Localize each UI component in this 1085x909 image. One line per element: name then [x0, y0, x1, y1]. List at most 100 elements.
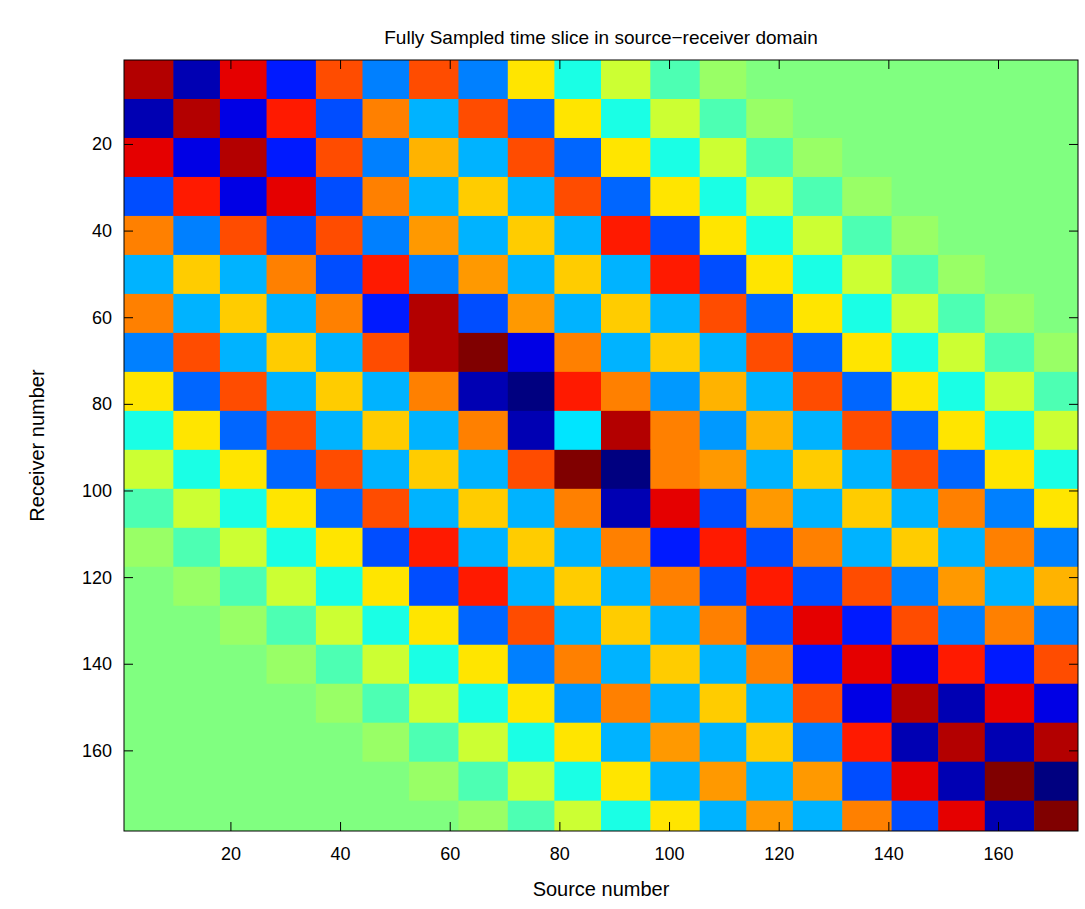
heatmap-cell [220, 372, 267, 412]
heatmap-cell [363, 528, 410, 568]
heatmap-cell [173, 567, 220, 607]
heatmap-cell [267, 216, 317, 256]
heatmap-cell [1034, 567, 1078, 607]
heatmap-cell [316, 255, 363, 295]
heatmap-cell [1034, 60, 1078, 100]
heatmap-cell [508, 99, 555, 139]
heatmap-cell [173, 294, 220, 334]
heatmap-cell [650, 801, 700, 831]
heatmap-cell [220, 801, 267, 831]
heatmap-cell [554, 99, 601, 139]
heatmap-cell [220, 333, 267, 373]
heatmap-cell [508, 450, 555, 490]
heatmap-cell [220, 99, 267, 139]
x-tick-label: 140 [874, 844, 904, 864]
heatmap-cell [554, 372, 601, 412]
x-tick-top [340, 60, 341, 69]
heatmap-cell [650, 99, 700, 139]
heatmap-cell [363, 606, 410, 646]
heatmap-cell [746, 138, 793, 178]
heatmap-cell [508, 723, 555, 763]
heatmap-cell [601, 60, 651, 100]
heatmap-cell [409, 801, 459, 831]
heatmap-cell [554, 450, 601, 490]
heatmap-cell [746, 255, 793, 295]
heatmap-cell [409, 99, 459, 139]
heatmap-cell [985, 138, 1035, 178]
heatmap-cell [458, 684, 508, 724]
x-tick-label: 80 [550, 844, 570, 864]
heatmap-cell [601, 450, 651, 490]
heatmap-cell [842, 645, 892, 685]
heatmap-cell [700, 606, 747, 646]
heatmap-cell [316, 684, 363, 724]
heatmap-cell [1034, 177, 1078, 217]
heatmap-cell [793, 450, 843, 490]
heatmap-cell [554, 567, 601, 607]
heatmap-cell [409, 723, 459, 763]
heatmap-cell [554, 489, 601, 529]
heatmap-cell [746, 411, 793, 451]
heatmap-cell [793, 99, 843, 139]
heatmap-cell [938, 138, 985, 178]
y-tick-right [1069, 144, 1078, 145]
heatmap-cell [267, 723, 317, 763]
heatmap-cell [842, 762, 892, 802]
heatmap-cell [316, 567, 363, 607]
heatmap-cell [842, 138, 892, 178]
heatmap-cell [842, 411, 892, 451]
heatmap-cell [650, 645, 700, 685]
heatmap-cell [173, 723, 220, 763]
heatmap-cell [746, 567, 793, 607]
heatmap-cell [220, 723, 267, 763]
heatmap-cell [508, 684, 555, 724]
heatmap-cell [1034, 450, 1078, 490]
heatmap-cell [793, 294, 843, 334]
heatmap-cell [1034, 762, 1078, 802]
heatmap-cell [363, 294, 410, 334]
heatmap-cell [700, 333, 747, 373]
heatmap-cell [746, 801, 793, 831]
heatmap-cell [124, 723, 174, 763]
heatmap-cell [554, 411, 601, 451]
heatmap-cell [124, 801, 174, 831]
heatmap-cell [316, 489, 363, 529]
heatmap-cell [508, 333, 555, 373]
heatmap-cell [938, 645, 985, 685]
heatmap-cell [985, 645, 1035, 685]
plot-frame [124, 60, 1078, 831]
x-tick-top [230, 60, 231, 69]
heatmap-cell [601, 567, 651, 607]
heatmap-cell [700, 801, 747, 831]
heatmap-cell [793, 411, 843, 451]
heatmap-cell [508, 801, 555, 831]
heatmap-cell [173, 528, 220, 568]
x-tick-label: 120 [764, 844, 794, 864]
heatmap-cell [985, 489, 1035, 529]
y-tick-right [1069, 664, 1078, 665]
x-tick-label: 40 [331, 844, 351, 864]
heatmap-cell [554, 723, 601, 763]
heatmap-cell [985, 801, 1035, 831]
heatmap-cell [793, 372, 843, 412]
heatmap-cell [554, 294, 601, 334]
heatmap-cell [458, 801, 508, 831]
heatmap-cell [746, 762, 793, 802]
heatmap-cell [267, 372, 317, 412]
heatmap-cell [508, 216, 555, 256]
heatmap-cell [842, 333, 892, 373]
heatmap-cell [173, 333, 220, 373]
heatmap-cell [220, 255, 267, 295]
heatmap-cell [458, 177, 508, 217]
heatmap-cell [458, 489, 508, 529]
heatmap-cell [938, 60, 985, 100]
heatmap-cell [267, 450, 317, 490]
heatmap-cell [508, 762, 555, 802]
x-axis-title: Source number [533, 878, 670, 900]
heatmap-cell [793, 333, 843, 373]
heatmap-cell [316, 60, 363, 100]
heatmap-cell [267, 528, 317, 568]
heatmap-cell [793, 645, 843, 685]
heatmap-cell [892, 294, 939, 334]
heatmap-cell [985, 60, 1035, 100]
